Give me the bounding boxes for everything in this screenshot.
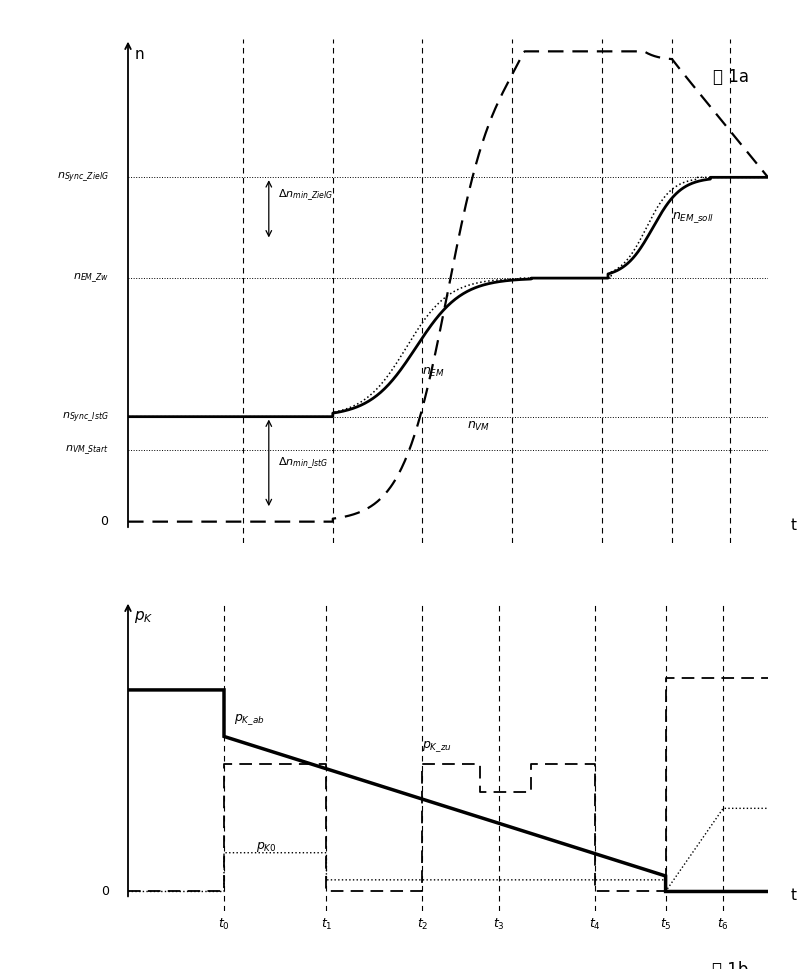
- Text: $n_{EM}$: $n_{EM}$: [422, 365, 445, 379]
- Text: $t_2$: $t_2$: [417, 917, 428, 932]
- Text: $0$: $0$: [100, 516, 109, 528]
- Text: $n_{VM\_Start}$: $n_{VM\_Start}$: [65, 444, 109, 457]
- Text: $\Delta n_{min\_ZielG}$: $\Delta n_{min\_ZielG}$: [278, 187, 334, 203]
- Text: n: n: [134, 47, 144, 62]
- Text: $p_{K\_zu}$: $p_{K\_zu}$: [422, 739, 452, 754]
- Text: $\Delta n_{min\_IstG}$: $\Delta n_{min\_IstG}$: [278, 455, 329, 471]
- Text: $n_{EM\_soll}$: $n_{EM\_soll}$: [672, 210, 714, 225]
- Text: $n_{VM}$: $n_{VM}$: [467, 421, 490, 433]
- Text: $t_0$: $t_0$: [218, 917, 230, 932]
- Text: $p_{K\_ab}$: $p_{K\_ab}$: [234, 712, 264, 727]
- Text: $n_{EM\_Zw}$: $n_{EM\_Zw}$: [73, 271, 109, 285]
- Text: $n_{Sync\_IstG}$: $n_{Sync\_IstG}$: [62, 410, 109, 423]
- Text: $n_{Sync\_ZielG}$: $n_{Sync\_ZielG}$: [57, 171, 109, 184]
- Text: $t_1$: $t_1$: [321, 917, 332, 932]
- Text: $t_6$: $t_6$: [718, 917, 729, 932]
- Text: t: t: [790, 518, 797, 533]
- Text: 0: 0: [101, 885, 109, 898]
- Text: $t_3$: $t_3$: [494, 917, 505, 932]
- Text: 图 1b: 图 1b: [713, 961, 749, 969]
- Text: t: t: [790, 888, 797, 903]
- Text: $t_4$: $t_4$: [590, 917, 601, 932]
- Text: 图 1a: 图 1a: [713, 68, 749, 86]
- Text: $t_5$: $t_5$: [660, 917, 671, 932]
- Text: $p_{K0}$: $p_{K0}$: [256, 840, 277, 854]
- Text: $p_K$: $p_K$: [134, 609, 154, 625]
